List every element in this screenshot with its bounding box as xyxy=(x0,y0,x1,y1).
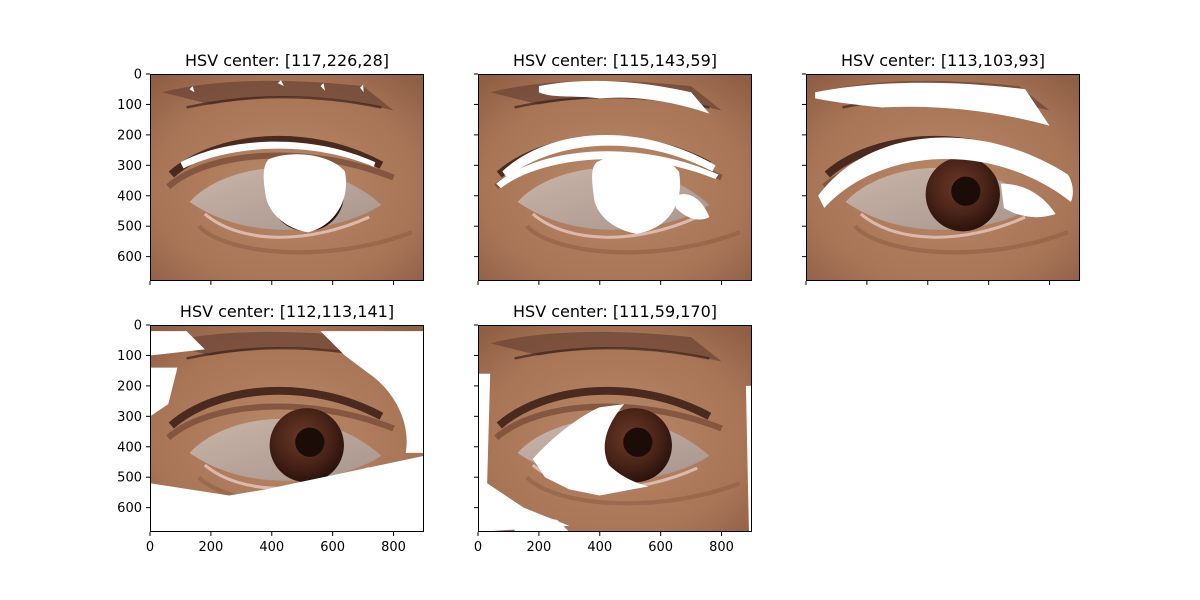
mask-region xyxy=(496,80,719,234)
y-tick-label: 400 xyxy=(117,189,142,204)
mask-region xyxy=(815,82,1073,218)
x-tick-label: 600 xyxy=(320,540,345,555)
axes-frame xyxy=(478,74,752,281)
y-tick-label: 500 xyxy=(117,471,142,486)
panel-1: HSV center: [117,226,28] 0 100 200 300 400 500… xyxy=(117,51,424,285)
x-tick-label: 0 xyxy=(146,540,154,555)
y-tick-label: 200 xyxy=(117,379,142,394)
panel-title: HSV center: [112,113,141] xyxy=(180,302,394,321)
panel-image xyxy=(478,74,752,281)
y-tick-label: 600 xyxy=(117,501,142,516)
x-tick-label: 600 xyxy=(648,540,673,555)
y-tick-label: 300 xyxy=(117,159,142,174)
mask-region xyxy=(180,80,376,233)
panel-title: HSV center: [117,226,28] xyxy=(185,51,389,70)
x-tick-label: 800 xyxy=(709,540,734,555)
axes-frame xyxy=(478,325,752,532)
y-tick-label: 100 xyxy=(117,349,142,364)
panel-title: HSV center: [111,59,170] xyxy=(513,302,717,321)
x-tick-label: 400 xyxy=(587,540,612,555)
panel-image xyxy=(806,74,1080,281)
mask-region xyxy=(478,373,752,532)
panel-image xyxy=(478,325,752,532)
x-tick-label: 0 xyxy=(474,540,482,555)
panel-image xyxy=(150,74,424,281)
x-tick-label: 400 xyxy=(259,540,284,555)
panel-4: HSV center: [112,113,141] 0 100 200 300 400 50… xyxy=(117,302,424,555)
y-tick-label: 0 xyxy=(134,319,142,334)
panel-2: HSV center: [115,143,59] xyxy=(474,51,752,285)
x-tick-label: 800 xyxy=(381,540,406,555)
panel-image xyxy=(150,325,424,532)
panel-title: HSV center: [115,143,59] xyxy=(513,51,717,70)
axes-frame xyxy=(150,74,424,281)
mask-region xyxy=(150,331,424,532)
panel-5: HSV center: [111,59,170] 0 200 400 600 800 xyxy=(474,302,752,555)
y-tick-label: 500 xyxy=(117,220,142,235)
y-tick-label: 400 xyxy=(117,440,142,455)
axes-frame xyxy=(150,325,424,532)
y-tick-label: 300 xyxy=(117,410,142,425)
y-tick-label: 100 xyxy=(117,98,142,113)
axes-frame xyxy=(806,74,1080,281)
y-tick-label: 200 xyxy=(117,128,142,143)
y-tick-label: 0 xyxy=(134,68,142,83)
panel-title: HSV center: [113,103,93] xyxy=(841,51,1045,70)
panel-3: HSV center: [113,103,93] xyxy=(802,51,1080,285)
y-tick-label: 600 xyxy=(117,250,142,265)
x-tick-label: 200 xyxy=(526,540,551,555)
x-tick-label: 200 xyxy=(198,540,223,555)
